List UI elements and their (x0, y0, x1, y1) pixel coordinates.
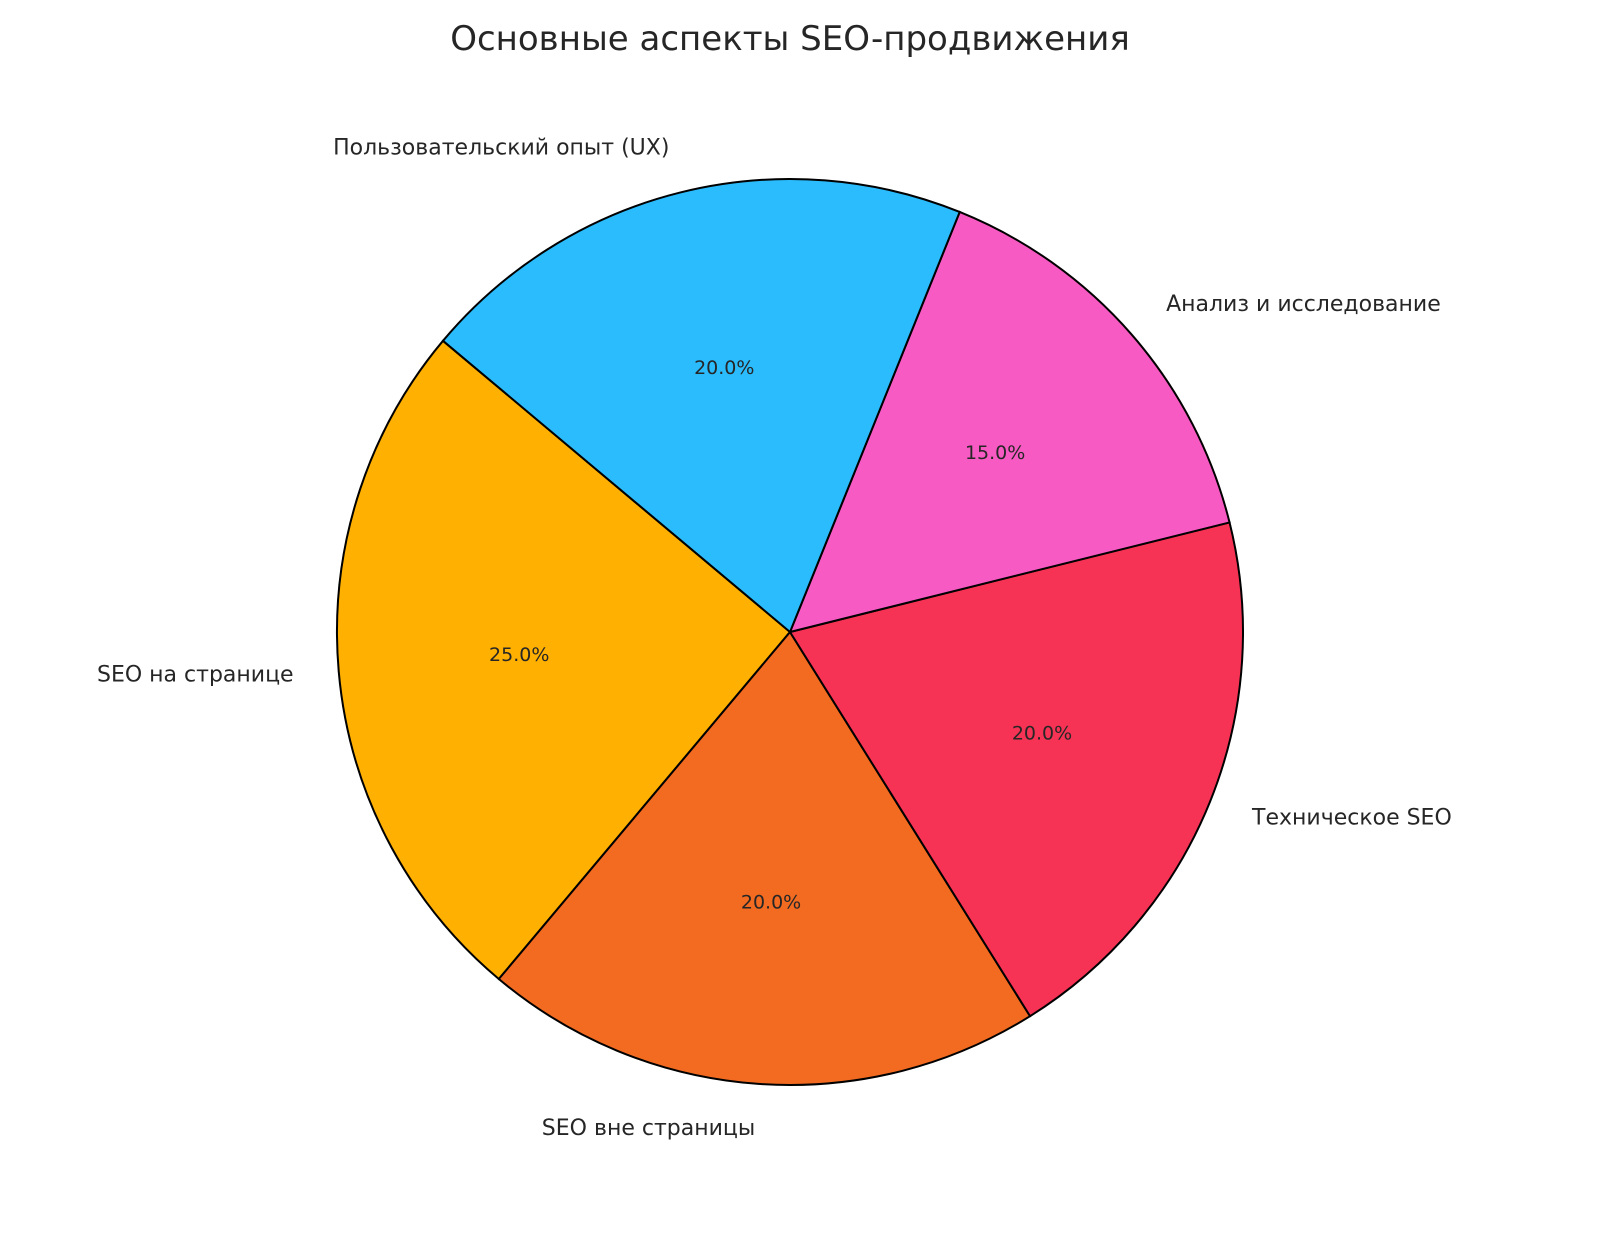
slice-percent-label: 20.0% (694, 357, 754, 379)
slice-label: Анализ и исследование (1166, 292, 1441, 317)
slice-label: Пользовательский опыт (UX) (333, 136, 669, 161)
pie-slice (441, 178, 961, 634)
slice-percent-label: 20.0% (1012, 722, 1072, 744)
slice-percent-label: 15.0% (965, 442, 1025, 464)
slice-label: Техническое SEO (1251, 806, 1452, 831)
slice-label: SEO вне страницы (542, 1116, 755, 1141)
pie-slice (336, 339, 792, 981)
pie-slice (788, 521, 1244, 1018)
slice-percent-label: 25.0% (489, 644, 549, 666)
pie-slice (788, 210, 1231, 634)
slice-percent-label: 20.0% (741, 892, 801, 914)
slice-label: SEO на странице (97, 662, 294, 687)
pie-slice (497, 630, 1032, 1086)
chart-title: Основные аспекты SEO-продвижения (450, 19, 1130, 59)
